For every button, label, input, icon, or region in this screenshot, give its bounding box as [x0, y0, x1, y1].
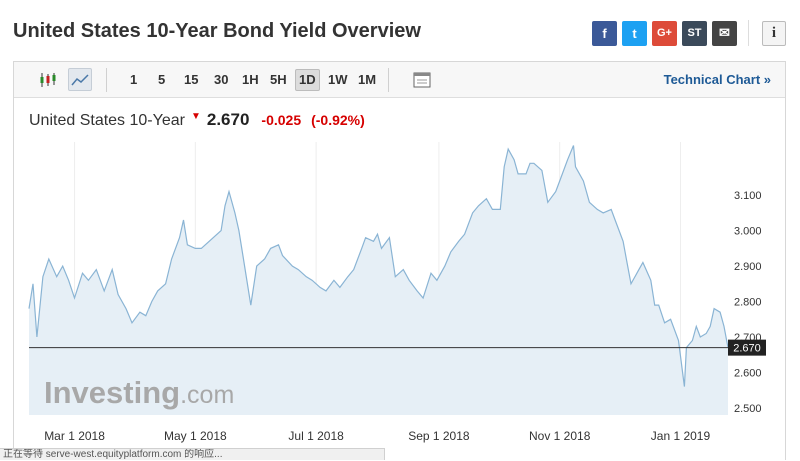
y-tick-label: 2.500 — [734, 403, 762, 415]
current-value-label: 2.670 — [733, 343, 761, 355]
chart-toolbar: Technical Chart » 1 5 15 30 1H 5H 1D 1W 1M — [14, 62, 785, 98]
candlestick-chart-icon[interactable] — [36, 68, 60, 91]
y-tick-label: 2.800 — [734, 297, 762, 309]
timeframe-15[interactable]: 15 — [184, 72, 199, 87]
last-price: 2.670 — [206, 110, 250, 129]
price-change-percent: (-0.92%) — [311, 112, 365, 128]
timeframe-1d[interactable]: 1D — [295, 69, 320, 91]
investing-watermark: Investing.com — [44, 375, 234, 410]
technical-chart-link[interactable]: Technical Chart » — [663, 72, 771, 87]
timeframe-5[interactable]: 5 — [158, 72, 166, 87]
instrument-name: United States 10-Year — [29, 112, 185, 129]
share-bar: f t G+ ST ✉ i — [592, 20, 786, 46]
y-tick-label: 2.900 — [734, 261, 762, 273]
timeframe-1h[interactable]: 1H — [242, 72, 259, 87]
info-icon[interactable]: i — [762, 20, 786, 46]
timeframe-1[interactable]: 1 — [130, 72, 138, 87]
y-tick-label: 3.000 — [734, 226, 762, 238]
timeframe-1w[interactable]: 1W — [328, 72, 348, 87]
x-tick-label: Jul 1 2018 — [288, 429, 344, 443]
chart-frame: Technical Chart » 1 5 15 30 1H 5H 1D 1W 1M Unite… — [13, 61, 786, 460]
line-chart-icon[interactable] — [68, 68, 92, 91]
timeframe-30[interactable]: 30 — [214, 72, 229, 87]
facebook-icon[interactable]: f — [592, 20, 617, 46]
yield-chart[interactable]: Investing.com 2.5002.6002.7002.8002.9003.… — [14, 62, 787, 461]
down-arrow-icon: ▼ — [190, 111, 201, 122]
twitter-icon[interactable]: t — [622, 20, 647, 46]
chart-settings-icon[interactable] — [410, 68, 434, 91]
quote-header: United States 10-Year ▼ 2.670 -0.025 (-0… — [29, 110, 365, 130]
x-tick-label: Jan 1 2019 — [651, 429, 711, 443]
y-tick-label: 2.600 — [734, 367, 762, 379]
stocktwits-icon[interactable]: ST — [682, 20, 707, 46]
browser-status-bar: 正在等待 serve-west.equityplatform.com 的响应..… — [0, 448, 385, 460]
x-tick-label: Nov 1 2018 — [529, 429, 591, 443]
current-value-badge — [728, 339, 766, 356]
timeframe-1m[interactable]: 1M — [358, 72, 377, 87]
page-title: United States 10-Year Bond Yield Overvie… — [13, 20, 421, 42]
series-line — [28, 145, 729, 387]
x-tick-label: May 1 2018 — [164, 429, 227, 443]
google-plus-icon[interactable]: G+ — [652, 20, 677, 46]
x-tick-label: Mar 1 2018 — [44, 429, 105, 443]
y-tick-label: 3.100 — [734, 190, 762, 202]
x-tick-label: Sep 1 2018 — [408, 429, 470, 443]
email-icon[interactable]: ✉ — [712, 20, 737, 46]
timeframe-5h[interactable]: 5H — [270, 72, 287, 87]
price-change: -0.025 — [261, 112, 302, 128]
